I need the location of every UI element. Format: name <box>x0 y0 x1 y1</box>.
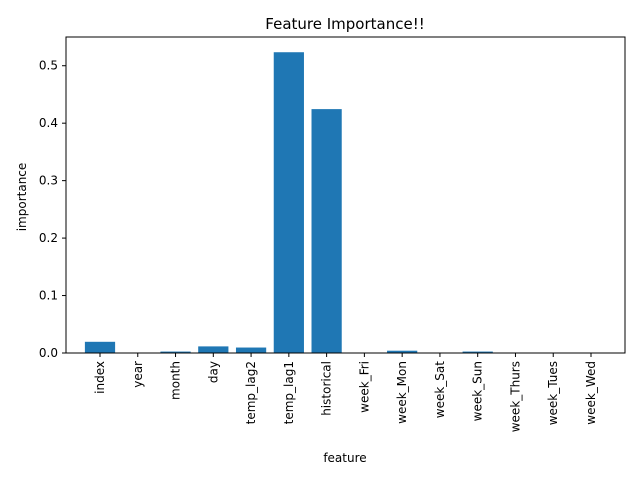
bars-group <box>84 52 607 353</box>
x-tick-label: week_Sun <box>471 361 485 421</box>
x-tick-label: temp_lag1 <box>282 361 296 424</box>
bar-week_Sun <box>462 351 493 353</box>
y-axis: 0.0 0.1 0.2 0.3 0.4 0.5 <box>39 59 66 360</box>
y-tick-label: 0.5 <box>39 59 58 73</box>
y-tick-label: 0.0 <box>39 346 58 360</box>
x-tick-label: day <box>206 361 220 383</box>
bar-temp_lag1 <box>273 52 304 353</box>
bar-month <box>160 351 191 353</box>
y-tick-label: 0.1 <box>39 289 58 303</box>
x-axis-label: feature <box>323 451 366 465</box>
y-tick-label: 0.4 <box>39 116 58 130</box>
x-tick-label: month <box>169 361 183 400</box>
x-tick-label: historical <box>320 361 334 416</box>
y-axis-label: importance <box>15 163 29 232</box>
x-tick-label: index <box>93 361 107 394</box>
x-tick-label: week_Fri <box>357 361 371 413</box>
plot-frame <box>65 36 626 354</box>
x-tick-label: year <box>131 361 145 388</box>
x-tick-label: week_Wed <box>584 361 598 425</box>
bar-week_Mon <box>387 350 418 353</box>
chart-title: Feature Importance!! <box>265 15 424 33</box>
y-tick-label: 0.3 <box>39 174 58 188</box>
bar-historical <box>311 109 342 353</box>
y-tick-label: 0.2 <box>39 231 58 245</box>
x-tick-label: week_Sat <box>433 361 447 419</box>
bar-index <box>84 341 116 353</box>
x-tick-label: week_Thurs <box>508 361 522 432</box>
x-axis: index year month day temp_lag2 temp_lag1 histo… <box>93 353 598 432</box>
x-tick-label: temp_lag2 <box>244 361 258 424</box>
bar-temp_lag2 <box>235 347 267 353</box>
x-tick-label: week_Mon <box>395 361 409 424</box>
x-tick-label: week_Tues <box>546 361 560 425</box>
bar-day <box>198 346 229 353</box>
